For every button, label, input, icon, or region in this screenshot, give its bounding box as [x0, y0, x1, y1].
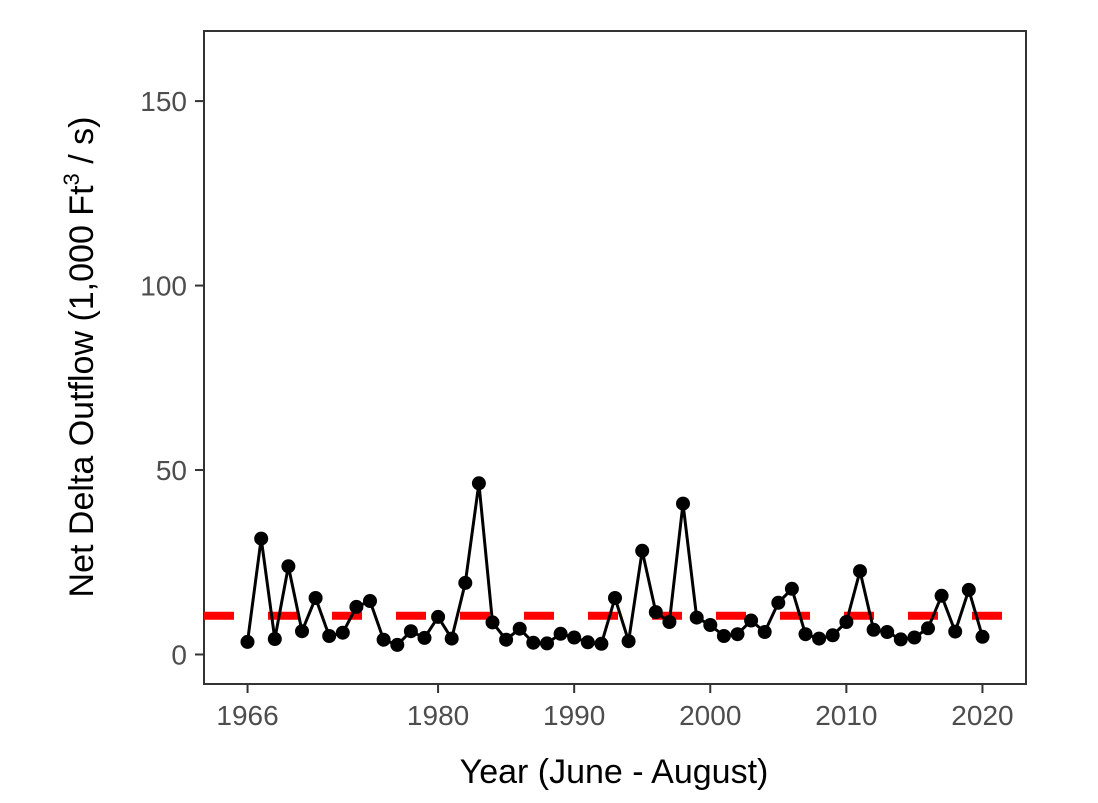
data-point [363, 594, 377, 608]
data-point [812, 631, 827, 646]
data-point [621, 634, 636, 649]
y-axis-title-superscript: 3 [59, 173, 84, 185]
y-tick-label: 0 [171, 639, 187, 670]
plot-panel [203, 30, 1027, 685]
data-point [417, 630, 432, 645]
data-point [376, 632, 391, 647]
data-point [295, 624, 309, 639]
data-point [975, 629, 990, 644]
data-point [825, 628, 840, 643]
x-tick-label: 1966 [216, 700, 278, 731]
data-point [485, 615, 500, 630]
data-point [444, 631, 459, 646]
data-point [349, 599, 364, 614]
data-point [839, 615, 854, 629]
y-axis-title-end: / s) [63, 117, 101, 174]
data-point [608, 591, 622, 605]
y-tick-label: 100 [140, 271, 187, 302]
y-axis-title: Net Delta Outflow (1,000 Ft3 / s) [59, 117, 101, 598]
data-point [322, 629, 337, 643]
data-point [757, 625, 772, 639]
data-point [866, 622, 881, 637]
data-point [880, 625, 895, 639]
data-point [716, 629, 731, 643]
data-point [567, 630, 582, 645]
data-point [689, 610, 704, 625]
data-point [921, 621, 935, 636]
data-point [594, 636, 609, 651]
y-tick-label: 50 [156, 455, 187, 486]
data-point [771, 595, 786, 610]
data-point [580, 635, 595, 650]
y-axis: 0 50 100 150 [140, 86, 204, 670]
data-point [853, 564, 867, 579]
x-tick-label: 2020 [951, 700, 1013, 731]
data-point [798, 627, 813, 642]
data-point [948, 624, 963, 639]
data-point [267, 632, 282, 646]
data-point [281, 559, 296, 574]
data-point [744, 613, 759, 628]
data-point [662, 615, 677, 629]
series-layer [240, 476, 990, 652]
x-tick-label: 2010 [815, 700, 877, 731]
data-point [390, 637, 405, 652]
data-point [335, 625, 350, 640]
data-point [635, 543, 650, 558]
data-point [648, 605, 663, 620]
data-point [961, 582, 976, 597]
data-point [934, 588, 949, 603]
data-point [893, 632, 908, 647]
x-axis-title: Year (June - August) [460, 753, 769, 791]
data-point [240, 634, 255, 649]
data-point [676, 496, 690, 511]
x-tick-label: 1990 [543, 700, 605, 731]
x-axis: 1966 1980 1990 2000 2010 2020 [216, 684, 1014, 731]
data-point [431, 609, 446, 624]
data-point [730, 627, 745, 642]
x-tick-label: 1980 [407, 700, 469, 731]
data-point [784, 581, 799, 596]
y-axis-title-main: Net Delta Outflow (1,000 Ft [63, 185, 101, 598]
x-tick-label: 2000 [679, 700, 741, 731]
data-point [499, 632, 514, 647]
data-point [703, 618, 718, 632]
data-point [526, 635, 541, 650]
data-point [254, 531, 269, 546]
data-point [907, 630, 922, 645]
data-point [403, 624, 418, 639]
y-tick-label: 150 [140, 86, 187, 117]
data-point [458, 575, 473, 590]
data-point [540, 636, 554, 651]
data-point [471, 476, 486, 491]
data-point [512, 621, 527, 636]
data-point [308, 591, 323, 605]
data-point [553, 626, 568, 641]
